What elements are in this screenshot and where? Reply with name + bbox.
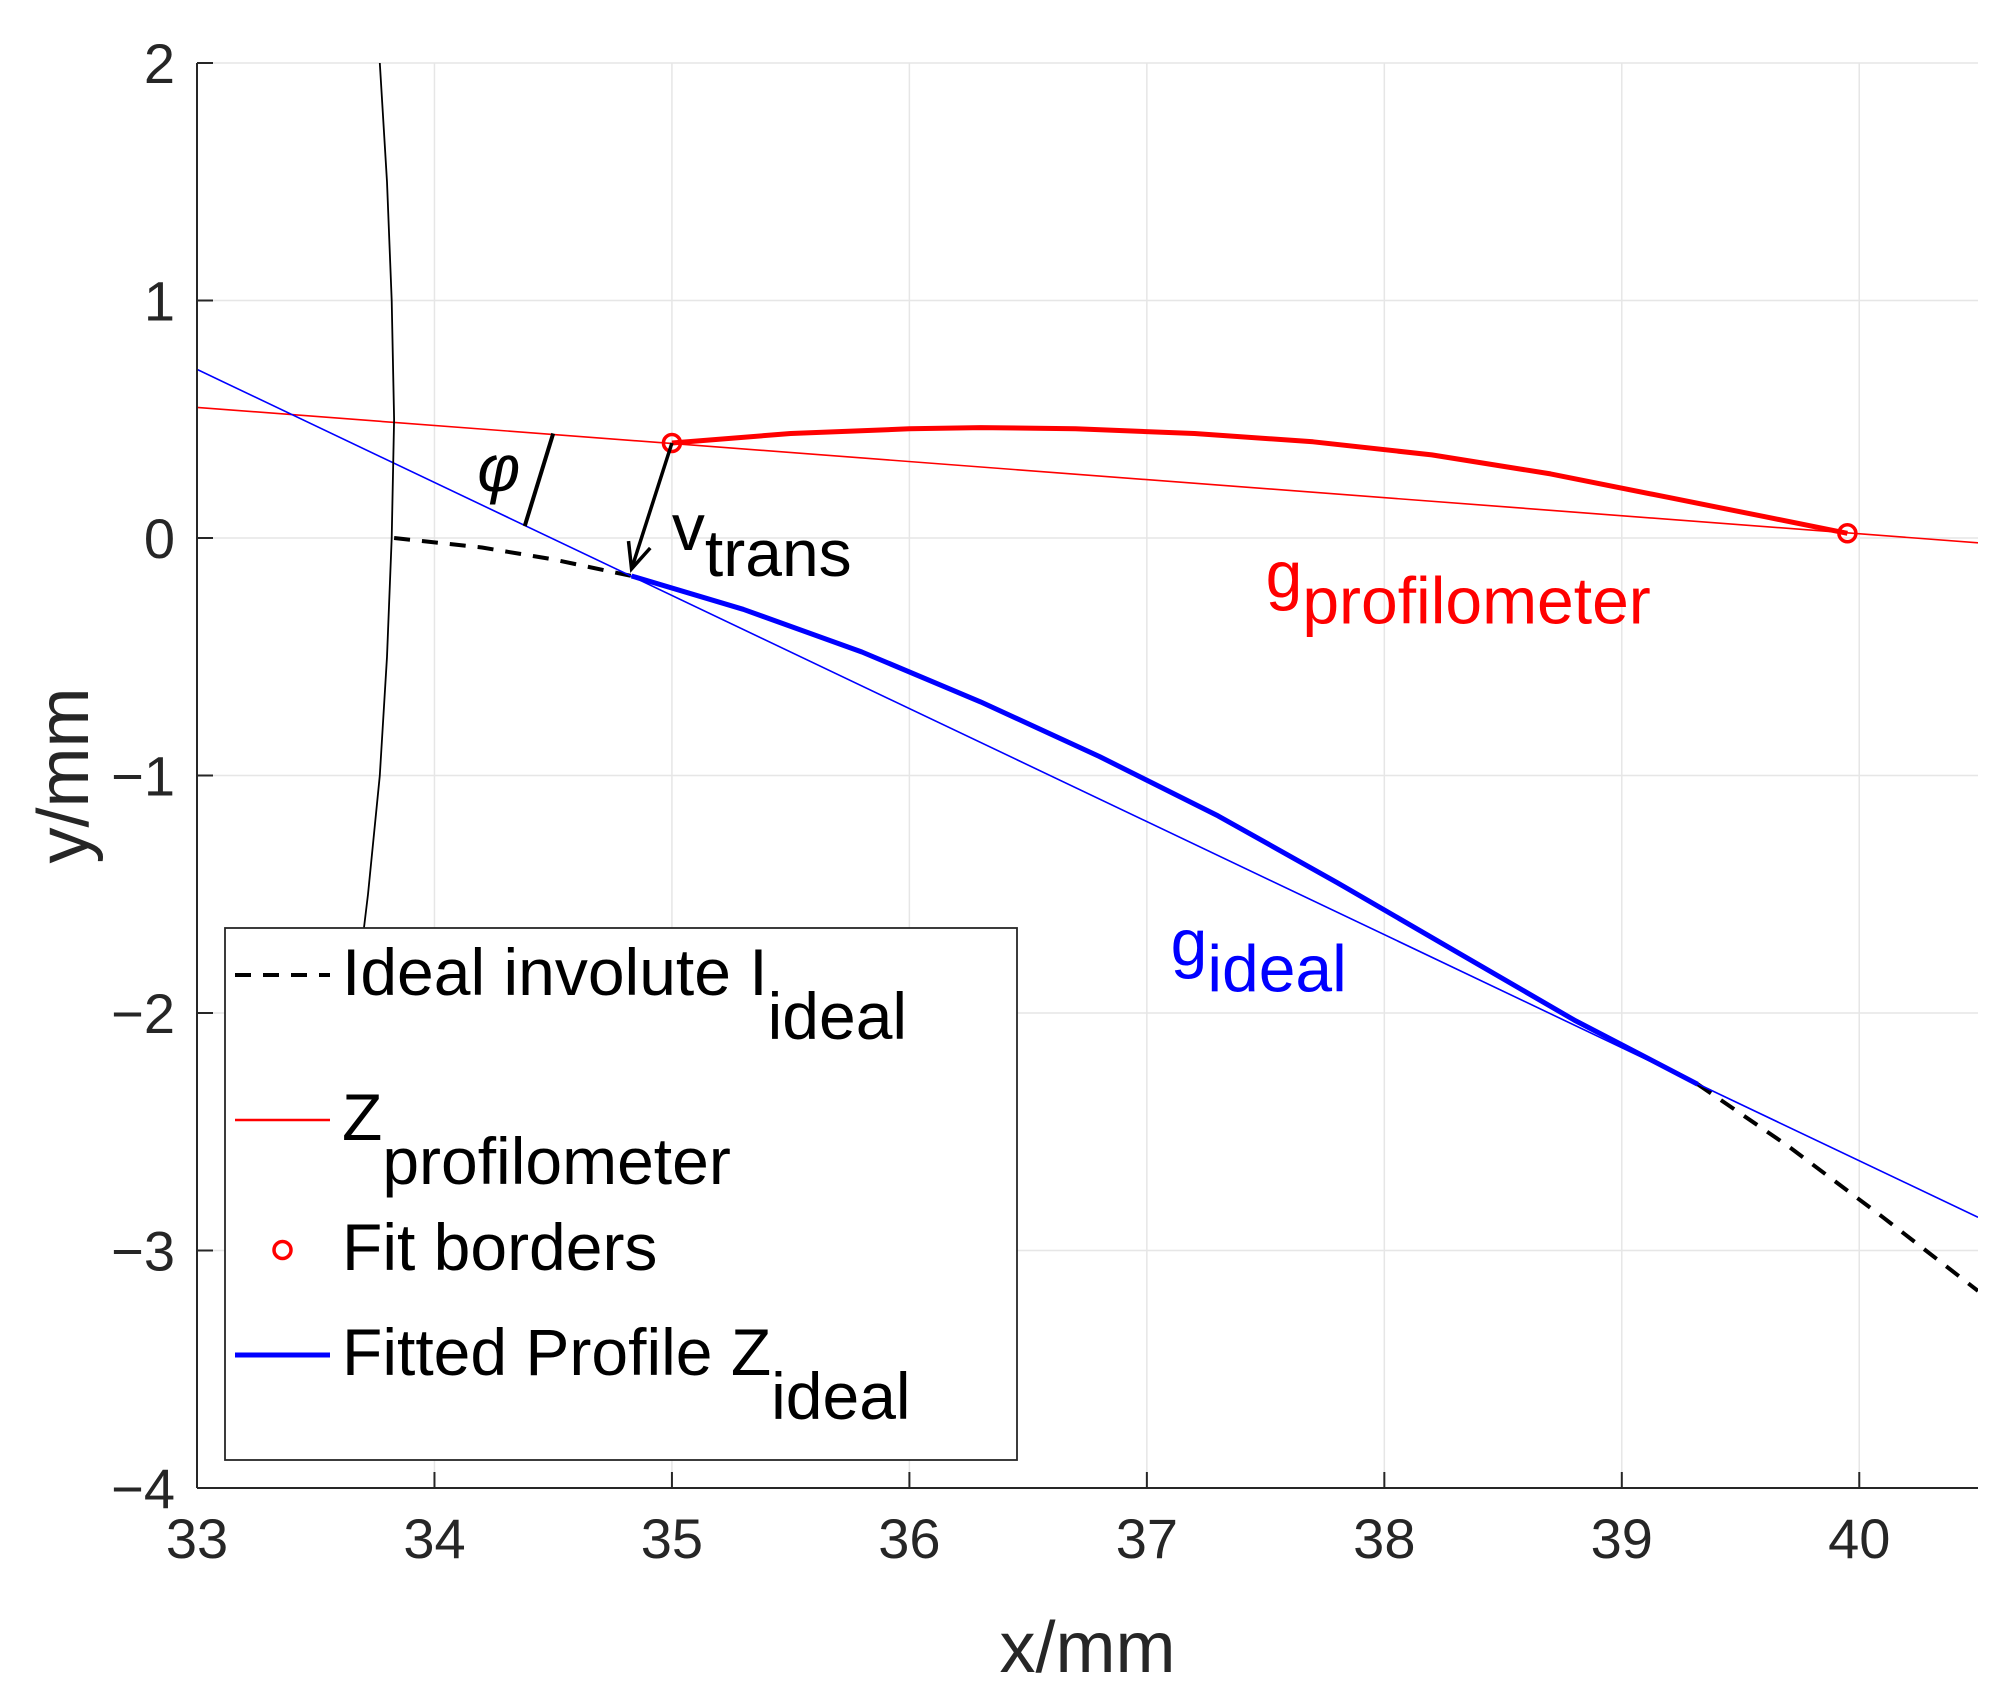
- legend-label-fitted-profile-main: Fitted Profile Z: [342, 1315, 771, 1389]
- y-tick-label: −1: [111, 745, 175, 808]
- legend-label-z-profilometer-reference-line--subscript: profilometer: [382, 1124, 730, 1198]
- y-tick-label: −4: [111, 1457, 175, 1520]
- v-trans-arrow-head: [626, 540, 652, 573]
- legend-label-fit-borders-main: Fit borders: [342, 1210, 657, 1284]
- phi-annotation: φ: [477, 431, 520, 505]
- g-ideal-annotation-subscript: ideal: [1207, 932, 1346, 1006]
- plot-area: [197, 63, 1978, 1293]
- v-trans-annotation: vtrans: [672, 490, 852, 590]
- g-profilometer-annotation: gprofilometer: [1266, 537, 1651, 637]
- fit-border-marker-1: [661, 432, 683, 454]
- axes: 33 34 35 36 37 38 39 40 −4 −3 −2 −1 0 1 2 x/mm y/mm: [24, 32, 1978, 1688]
- data-series: [197, 63, 1978, 1293]
- x-tick-label: 35: [641, 1507, 703, 1570]
- y-tick-label: 1: [144, 270, 175, 333]
- x-tick-label: 34: [403, 1507, 465, 1570]
- angle-marker-line: [522, 432, 556, 527]
- y-axis-label: y/mm: [24, 688, 104, 864]
- g-profilometer-annotation-subscript: profilometer: [1302, 563, 1650, 637]
- legend-label-ideal-involute-subscript: ideal: [768, 979, 907, 1053]
- series-measured-profile: [671, 425, 1848, 536]
- legend-label-ideal-involute: Ideal involute Iideal: [342, 935, 907, 1053]
- legend-label-fitted-profile: Fitted Profile Zideal: [342, 1315, 911, 1433]
- g-ideal-annotation-main: g: [1171, 906, 1208, 980]
- x-tick-label: 37: [1116, 1507, 1178, 1570]
- y-tick-label: 2: [144, 32, 175, 95]
- v-trans-annotation-subscript: trans: [705, 516, 852, 590]
- legend-label-z-profilometer-reference-line--main: Z: [342, 1080, 382, 1154]
- g-ideal-annotation: gideal: [1171, 906, 1347, 1006]
- y-tick-label: −2: [111, 982, 175, 1045]
- x-tick-label: 36: [878, 1507, 940, 1570]
- y-tick-label: −3: [111, 1220, 175, 1283]
- x-tick-label: 39: [1591, 1507, 1653, 1570]
- series-z-profilometer-reference-line-: [197, 406, 1978, 544]
- x-axis-label: x/mm: [1000, 1608, 1176, 1688]
- series-ideal-involute-segment-2: [1696, 1082, 1978, 1293]
- fit-border-marker-2: [1837, 523, 1858, 544]
- legend-label-z-profilometer-reference-line-: Zprofilometer: [342, 1080, 731, 1198]
- v-trans-arrow-shaft: [629, 442, 674, 570]
- series-fitted-profile: [630, 573, 1699, 1087]
- legend-label-fit-borders: Fit borders: [342, 1210, 657, 1284]
- x-tick-label: 33: [166, 1507, 228, 1570]
- legend-symbol-fit-borders: [272, 1239, 293, 1261]
- v-trans-annotation-main: v: [672, 490, 705, 564]
- legend-label-fitted-profile-subscript: ideal: [771, 1359, 910, 1433]
- x-tick-label: 38: [1353, 1507, 1415, 1570]
- legend-box: [224, 927, 1018, 1461]
- y-tick-label: 0: [144, 507, 175, 570]
- series-ideal-involute-segment-1: [393, 536, 633, 578]
- g-profilometer-annotation-main: g: [1266, 537, 1303, 611]
- x-tick-label: 40: [1828, 1507, 1890, 1570]
- legend-label-ideal-involute-main: Ideal involute I: [342, 935, 768, 1009]
